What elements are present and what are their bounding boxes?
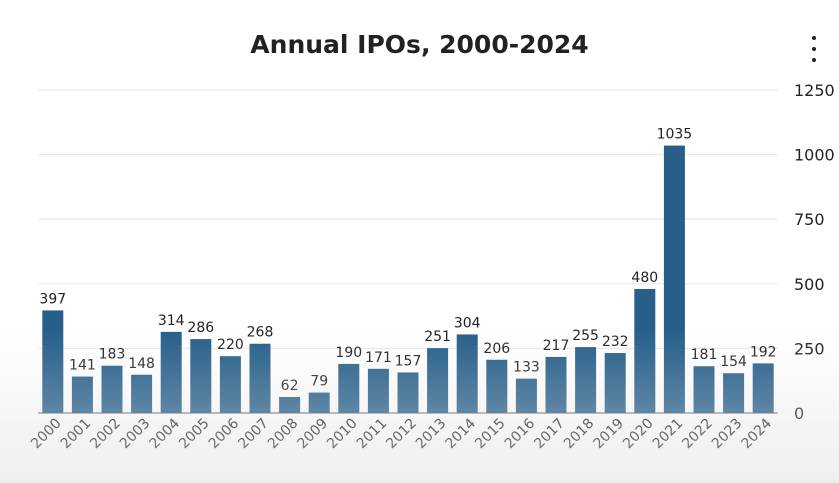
bar <box>71 376 93 413</box>
x-tick-label: 2009 <box>295 416 332 453</box>
data-label: 62 <box>281 378 299 394</box>
bar <box>604 353 626 413</box>
bar <box>397 372 419 413</box>
bar <box>219 356 241 413</box>
bar <box>545 356 567 413</box>
data-label: 190 <box>335 345 362 361</box>
data-label: 217 <box>543 338 570 354</box>
x-tick-label: 2012 <box>383 416 420 453</box>
x-tick-label: 2015 <box>472 416 509 453</box>
data-label: 171 <box>365 350 392 366</box>
bar <box>486 359 508 413</box>
data-label: 232 <box>602 334 629 350</box>
bar <box>190 339 212 413</box>
data-label: 192 <box>750 344 777 360</box>
bar <box>249 343 271 413</box>
bar <box>427 348 449 413</box>
data-label: 181 <box>691 347 718 363</box>
x-tick-label: 2003 <box>117 416 154 453</box>
more-options-icon[interactable] <box>804 36 824 62</box>
bar <box>160 331 182 413</box>
x-tick-label: 2005 <box>176 416 213 453</box>
x-tick-label: 2011 <box>354 416 391 453</box>
data-label: 286 <box>187 320 214 336</box>
data-label: 154 <box>720 354 747 370</box>
data-label: 268 <box>247 325 274 341</box>
x-tick-label: 2008 <box>265 416 302 453</box>
bar <box>634 288 656 413</box>
x-tick-label: 2006 <box>206 415 243 452</box>
y-tick-label: 500 <box>794 275 825 294</box>
data-label: 133 <box>513 360 540 376</box>
bar <box>42 310 64 413</box>
bar <box>131 374 153 413</box>
bar <box>515 378 537 413</box>
data-label: 148 <box>128 356 155 372</box>
bar <box>752 363 774 413</box>
x-tick-label: 2014 <box>443 415 480 452</box>
bar <box>723 373 745 413</box>
x-tick-label: 2016 <box>502 415 539 452</box>
x-tick-label: 2019 <box>591 416 628 453</box>
bar <box>308 392 330 413</box>
data-label: 255 <box>572 328 599 344</box>
bar <box>663 145 685 413</box>
y-tick-label: 1250 <box>794 81 835 100</box>
y-tick-label: 0 <box>794 404 804 423</box>
x-tick-label: 2021 <box>650 416 687 453</box>
x-tick-label: 2018 <box>561 416 598 453</box>
data-label: 304 <box>454 315 481 331</box>
data-label: 251 <box>424 329 451 345</box>
x-tick-label: 2022 <box>679 416 716 453</box>
data-label: 480 <box>631 270 658 286</box>
data-label: 183 <box>99 347 126 363</box>
data-label: 397 <box>39 291 66 307</box>
x-tick-label: 2013 <box>413 416 450 453</box>
data-label: 141 <box>69 358 96 374</box>
bar <box>101 365 123 413</box>
x-tick-label: 2020 <box>620 416 657 453</box>
data-label: 1035 <box>657 127 693 143</box>
data-label: 79 <box>310 374 328 390</box>
x-tick-label: 2023 <box>709 416 746 453</box>
bar <box>693 366 715 413</box>
x-tick-label: 2010 <box>324 416 361 453</box>
bar <box>575 347 597 413</box>
x-tick-label: 2024 <box>739 415 776 452</box>
x-tick-label: 2002 <box>87 416 124 453</box>
x-tick-label: 2007 <box>235 416 272 453</box>
data-label: 206 <box>483 341 510 357</box>
x-tick-label: 2004 <box>147 415 184 452</box>
data-label: 314 <box>158 313 185 329</box>
data-label: 220 <box>217 337 244 353</box>
chart-title: Annual IPOs, 2000-2024 <box>250 30 589 59</box>
y-tick-label: 750 <box>794 210 825 229</box>
x-tick-label: 2001 <box>58 416 95 453</box>
data-label: 157 <box>395 353 422 369</box>
y-tick-label: 250 <box>794 339 825 358</box>
bar <box>367 368 389 413</box>
bar <box>456 334 478 413</box>
x-tick-label: 2000 <box>28 416 65 453</box>
bar <box>279 396 301 413</box>
x-tick-label: 2017 <box>531 416 568 453</box>
bar <box>338 363 360 413</box>
y-tick-label: 1000 <box>794 146 835 165</box>
